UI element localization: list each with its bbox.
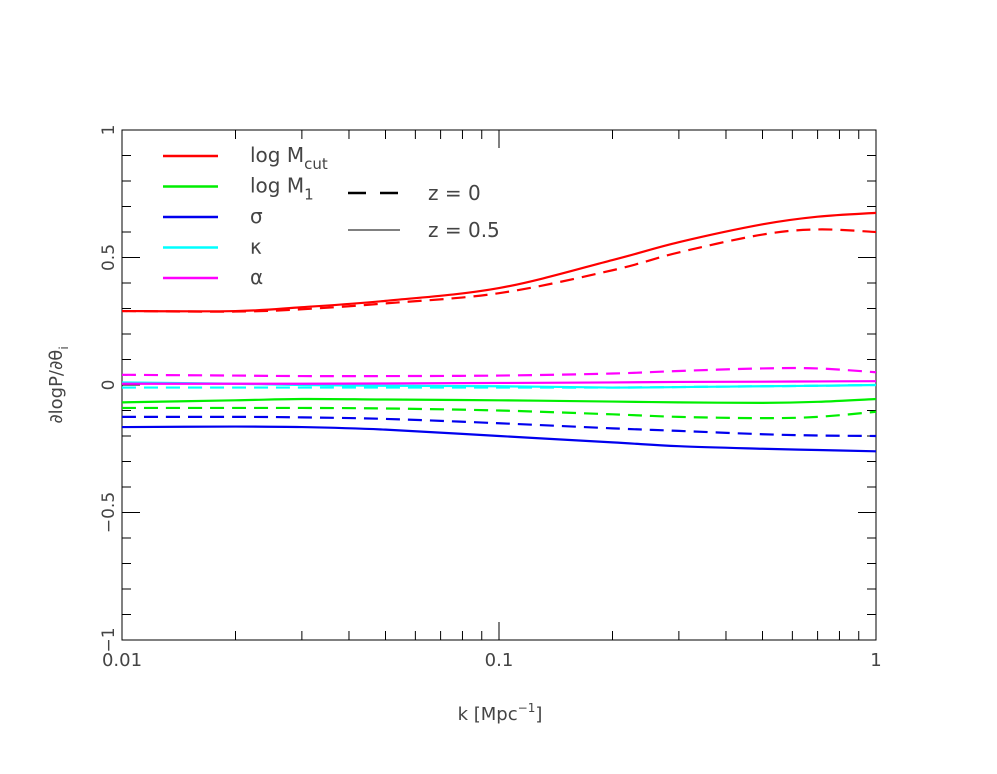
y-tick-label: −1 [99, 627, 119, 652]
legend-label-sub: cut [304, 155, 328, 173]
y-axis-label: ∂logP/∂θi [46, 346, 71, 423]
x-tick-label: 1 [870, 650, 881, 671]
x-tick-label: 0.01 [102, 650, 142, 671]
plot-frame [121, 129, 877, 641]
y-tick-label: 0 [99, 380, 119, 391]
legend-label-sub: 1 [304, 186, 314, 204]
series-line-σ-z0 [121, 415, 877, 438]
legend-label: α [250, 265, 263, 289]
x-axis-label: k [Mpc−1] [458, 701, 543, 725]
series-line-α-z0 [121, 366, 877, 378]
series-line-1-z0 [122, 406, 877, 420]
x-axis-label-sup: −1 [518, 701, 536, 715]
y-axis-label-sub: i [57, 346, 71, 349]
x-tick-label: 0.1 [485, 650, 514, 671]
legend-label: log M1 [250, 174, 314, 204]
legend-label: σ [250, 204, 263, 228]
y-tick-label: −0.5 [99, 492, 119, 533]
series-line-cut-z0 [121, 228, 877, 313]
legend-style-label: z = 0 [428, 181, 481, 205]
series-line-α-z0.5 [121, 380, 877, 385]
series-line-κ-z0 [122, 383, 877, 389]
y-tick-label: 1 [99, 125, 119, 136]
x-axis-label-close: ] [535, 704, 542, 725]
series-line-1-z0.5 [121, 397, 877, 404]
y-tick-label: 0.5 [99, 244, 119, 271]
legend-label: κ [250, 235, 262, 259]
series-line-σ-z0.5 [121, 425, 877, 453]
legend-style-label: z = 0.5 [428, 218, 500, 242]
legend-label: log Mcut [250, 143, 328, 173]
